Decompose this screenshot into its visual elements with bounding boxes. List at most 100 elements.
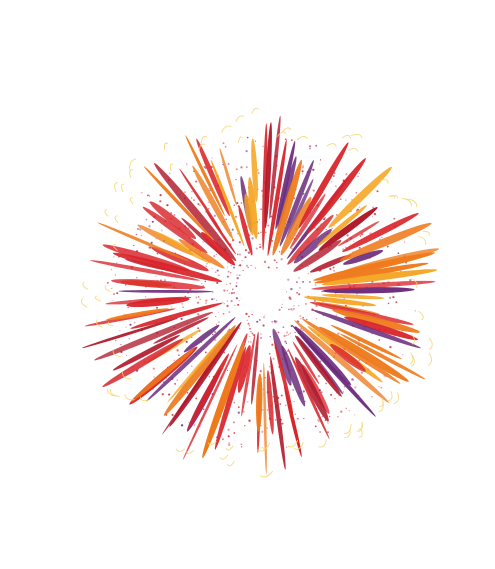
spark-dot xyxy=(262,324,265,327)
ember-arc xyxy=(95,319,103,328)
spark-dot xyxy=(301,173,304,175)
spark-dot xyxy=(262,409,264,411)
ember-arc xyxy=(120,183,125,193)
spark-dot xyxy=(294,331,296,334)
spark-dot xyxy=(238,241,241,244)
ember-arc xyxy=(287,439,299,448)
spark-dot xyxy=(205,299,208,302)
burst-streak xyxy=(118,289,214,293)
spark-dot xyxy=(222,301,224,304)
spark-dot xyxy=(280,258,283,261)
spark-dot xyxy=(238,265,240,267)
spark-dot xyxy=(226,275,229,278)
spark-dot xyxy=(185,340,188,343)
spark-dot xyxy=(213,255,215,257)
spark-dot xyxy=(230,300,233,303)
burst-streak xyxy=(183,324,220,353)
spark-dot xyxy=(305,302,307,305)
spark-dot xyxy=(156,252,159,255)
burst-streak xyxy=(293,240,342,272)
spark-dot xyxy=(267,224,270,227)
spark-dot xyxy=(248,419,251,422)
spark-dot xyxy=(265,231,267,234)
spark-dot xyxy=(136,277,138,279)
spark-dot xyxy=(227,270,230,273)
spark-dot xyxy=(321,415,323,417)
ember-arc xyxy=(344,429,351,438)
burst-streak xyxy=(337,221,380,247)
spark-dot xyxy=(125,326,127,328)
spark-dot xyxy=(332,266,335,269)
spark-dot xyxy=(285,291,288,293)
spark-dot xyxy=(292,389,294,391)
ember-arc xyxy=(411,278,418,289)
spark-dot xyxy=(204,280,207,283)
spark-dot xyxy=(148,225,151,228)
burst-streak xyxy=(262,123,268,251)
spark-dot xyxy=(349,243,351,245)
spark-dot xyxy=(197,327,200,330)
spark-dot xyxy=(233,401,236,404)
spark-dot xyxy=(216,269,219,272)
burst-streak xyxy=(266,370,274,435)
spark-dot xyxy=(303,417,305,420)
spark-dot xyxy=(232,266,236,269)
spark-dot xyxy=(133,321,136,324)
spark-dot xyxy=(314,425,317,427)
burst-streak xyxy=(321,294,385,300)
spark-dot xyxy=(290,139,293,142)
spark-dot xyxy=(212,292,214,294)
spark-dot xyxy=(296,281,298,283)
spark-dot xyxy=(402,354,404,356)
spark-dot xyxy=(239,264,242,267)
spark-dot xyxy=(352,379,355,381)
burst-streak xyxy=(102,244,191,272)
spark-dot xyxy=(226,289,229,292)
spark-dot xyxy=(195,397,198,400)
spark-dot xyxy=(247,251,251,254)
burst-streak xyxy=(179,168,223,233)
spark-dot xyxy=(247,401,249,403)
spark-dot xyxy=(307,272,310,275)
burst-streak xyxy=(280,196,312,256)
spark-dot xyxy=(292,309,294,311)
spark-dot xyxy=(126,355,128,357)
spark-dot xyxy=(230,272,232,274)
ember-arc xyxy=(175,448,186,452)
spark-dot xyxy=(358,172,361,174)
spark-dot xyxy=(120,343,122,346)
spark-dot xyxy=(290,287,293,291)
spark-dot xyxy=(186,372,189,374)
burst-streak xyxy=(241,334,256,417)
burst-streak xyxy=(214,346,246,450)
spark-dot xyxy=(152,367,155,370)
spark-dot xyxy=(263,260,267,263)
spark-dot xyxy=(227,163,230,166)
spark-dot xyxy=(346,234,349,237)
ember-arc xyxy=(358,429,363,438)
spark-dot xyxy=(323,218,326,221)
spark-dot xyxy=(258,218,261,221)
burst-streak xyxy=(178,239,225,269)
ember-arc xyxy=(113,243,118,251)
burst-streak xyxy=(274,340,294,415)
spark-dot xyxy=(268,353,271,355)
burst-streak xyxy=(309,301,414,325)
ember-arc xyxy=(348,148,359,152)
ember-arc xyxy=(281,127,292,133)
spark-dot xyxy=(282,326,285,329)
spark-dot xyxy=(354,414,356,416)
spark-dot xyxy=(237,303,240,306)
spark-dot xyxy=(333,172,336,174)
spark-dot xyxy=(235,297,238,300)
spark-dot xyxy=(314,300,316,302)
burst-streak xyxy=(275,140,296,230)
spark-dot xyxy=(140,191,143,194)
ember-arc xyxy=(423,231,430,236)
burst-streak xyxy=(248,177,258,239)
spark-dot xyxy=(237,406,240,408)
spark-dot xyxy=(267,266,270,269)
spark-dot xyxy=(388,296,392,299)
ember-arc xyxy=(257,445,269,452)
spark-dot xyxy=(195,180,198,183)
